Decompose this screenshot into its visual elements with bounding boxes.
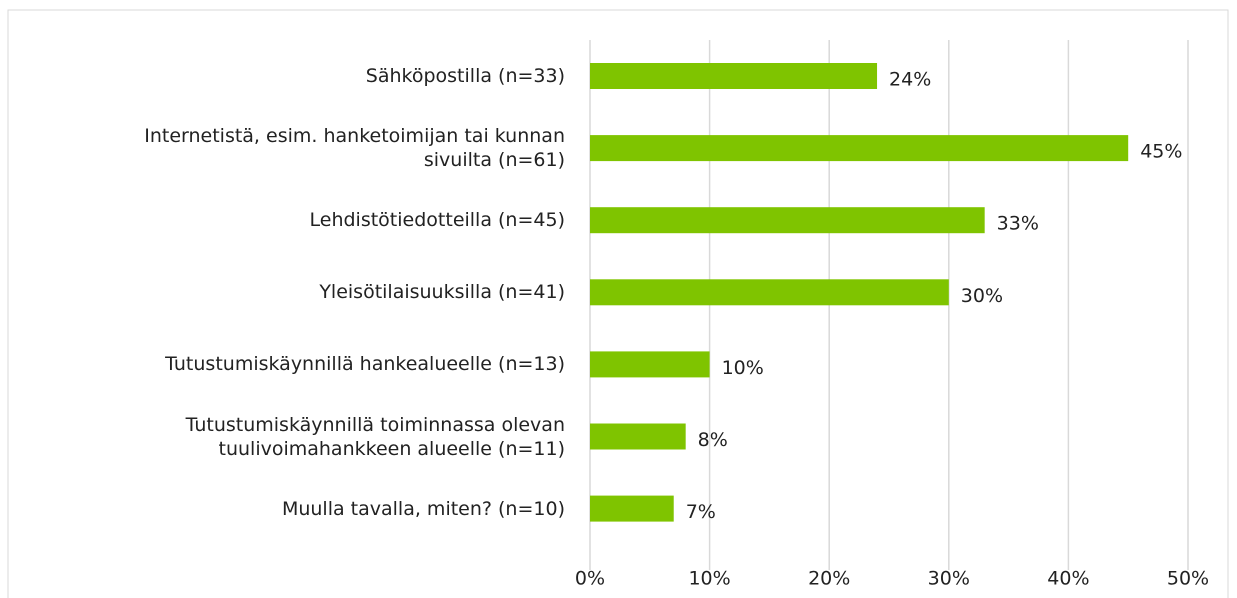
y-tick-label: Internetistä, esim. hanketoimijan tai ku… xyxy=(144,125,565,172)
x-tick-label: 20% xyxy=(808,568,850,590)
x-tick-label: 40% xyxy=(1047,568,1089,590)
x-tick-label: 30% xyxy=(928,568,970,590)
value-label: 8% xyxy=(698,429,728,451)
bar xyxy=(590,207,985,234)
x-tick-label: 50% xyxy=(1167,568,1209,590)
x-tick-label: 0% xyxy=(575,568,605,590)
y-tick-label: Lehdistötiedotteilla (n=45) xyxy=(309,209,565,232)
value-label: 30% xyxy=(961,285,1003,307)
value-label: 45% xyxy=(1140,141,1182,163)
value-label: 10% xyxy=(722,357,764,379)
value-label: 7% xyxy=(686,501,716,523)
x-tick-label: 10% xyxy=(688,568,730,590)
bar xyxy=(590,63,878,89)
bar xyxy=(590,423,686,450)
y-tick-label: Sähköpostilla (n=33) xyxy=(365,65,565,87)
bar xyxy=(590,135,1129,162)
y-tick-label: Yleisötilaisuuksilla (n=41) xyxy=(319,281,565,304)
y-tick-label: Muulla tavalla, miten? (n=10) xyxy=(281,497,565,520)
bar xyxy=(590,351,710,378)
value-label: 33% xyxy=(997,213,1039,235)
y-tick-label: Tutustumiskäynnillä hankealueelle (n=13) xyxy=(165,353,565,376)
bar xyxy=(590,495,674,522)
bar xyxy=(590,279,949,306)
chart-border xyxy=(7,9,1229,598)
y-tick-label: Tutustumiskäynnillä toiminnassa olevan t… xyxy=(185,413,565,460)
value-label: 24% xyxy=(889,69,931,91)
